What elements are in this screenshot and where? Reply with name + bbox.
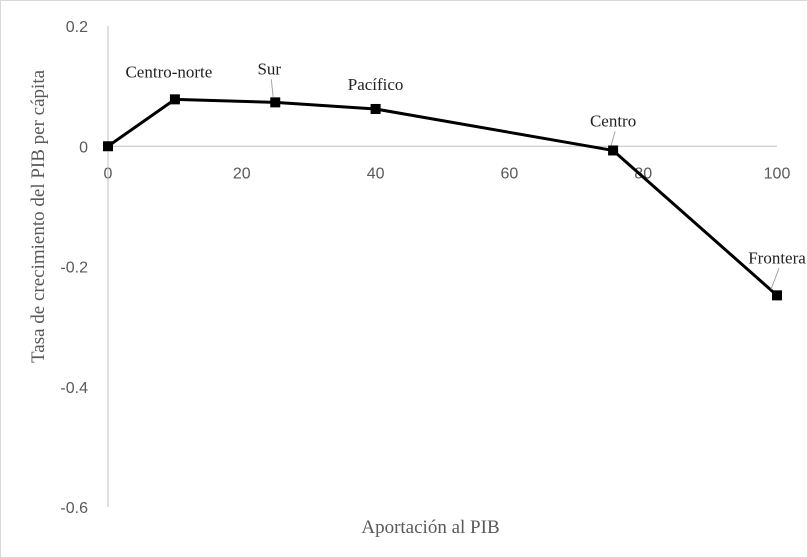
leader-line xyxy=(770,268,780,290)
tick-labels: 0.20-0.2-0.4-0.60 20 40 60 80 100 xyxy=(60,19,790,517)
point-label: Centro-norte xyxy=(125,62,212,81)
y-axis-title: Tasa de crecimiento del PIB per cápita xyxy=(28,69,49,363)
x-tick-label: 40 xyxy=(367,165,385,182)
point-label: Pacífico xyxy=(348,75,404,94)
data-point-marker xyxy=(270,97,281,108)
data-point-marker xyxy=(103,141,113,152)
data-point-marker xyxy=(608,145,619,156)
y-tick-label: -0.2 xyxy=(60,260,88,277)
x-tick-label: 60 xyxy=(501,165,519,182)
y-tick-label: -0.4 xyxy=(60,380,88,397)
point-label: Frontera xyxy=(748,248,806,267)
y-tick-label: -0.6 xyxy=(60,500,88,517)
leader-line xyxy=(610,131,616,146)
data-point-marker xyxy=(772,290,782,301)
x-tick-label: 80 xyxy=(634,165,652,182)
y-tick-label: 0 xyxy=(79,139,88,156)
point-label: Centro xyxy=(590,111,636,130)
x-axis-title: Aportación al PIB xyxy=(361,517,499,538)
series-line xyxy=(103,94,782,301)
x-tick-label: 20 xyxy=(233,165,251,182)
axes xyxy=(107,26,777,507)
point-label: Sur xyxy=(257,59,281,78)
data-point-marker xyxy=(169,94,180,105)
leader-line xyxy=(270,79,274,98)
series-polyline xyxy=(107,97,778,297)
point-annotations: Centro-norte Sur Pacífico Centro Frontera xyxy=(125,59,806,290)
data-point-marker xyxy=(370,103,381,114)
x-tick-label: 100 xyxy=(764,165,791,182)
y-tick-label: 0.2 xyxy=(66,19,88,36)
